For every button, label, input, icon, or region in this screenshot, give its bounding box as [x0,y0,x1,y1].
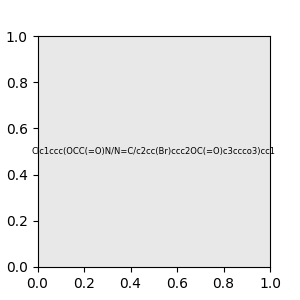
Text: Clc1ccc(OCC(=O)N/N=C/c2cc(Br)ccc2OC(=O)c3ccco3)cc1: Clc1ccc(OCC(=O)N/N=C/c2cc(Br)ccc2OC(=O)c… [32,147,276,156]
